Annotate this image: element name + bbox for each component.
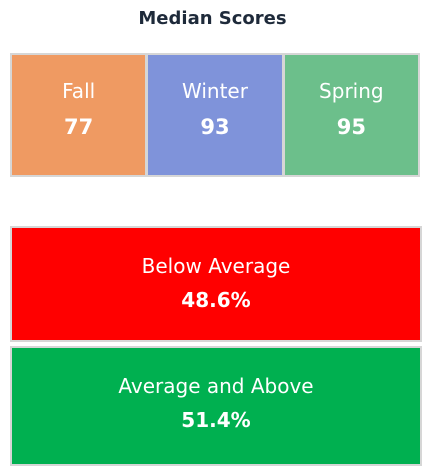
band-label: Average and Above	[118, 374, 314, 398]
band-value: 48.6%	[181, 288, 251, 312]
band: Average and Above 51.4%	[10, 346, 422, 466]
tile-label: Winter	[182, 79, 248, 103]
score-tile: Spring 95	[284, 55, 418, 175]
tile-label: Fall	[62, 79, 96, 103]
tile-value: 95	[336, 115, 366, 139]
band: Below Average 48.6%	[10, 226, 422, 342]
tile-value: 77	[64, 115, 94, 139]
title: Median Scores	[138, 8, 287, 29]
tile-label: Spring	[319, 79, 384, 103]
tile-value: 93	[200, 115, 230, 139]
band-value: 51.4%	[181, 408, 251, 432]
score-tile: Fall 77	[12, 55, 146, 175]
score-tile: Winter 93	[148, 55, 282, 175]
score-tiles: Fall 77 Winter 93 Spring 95	[10, 53, 420, 177]
band-label: Below Average	[141, 254, 291, 278]
